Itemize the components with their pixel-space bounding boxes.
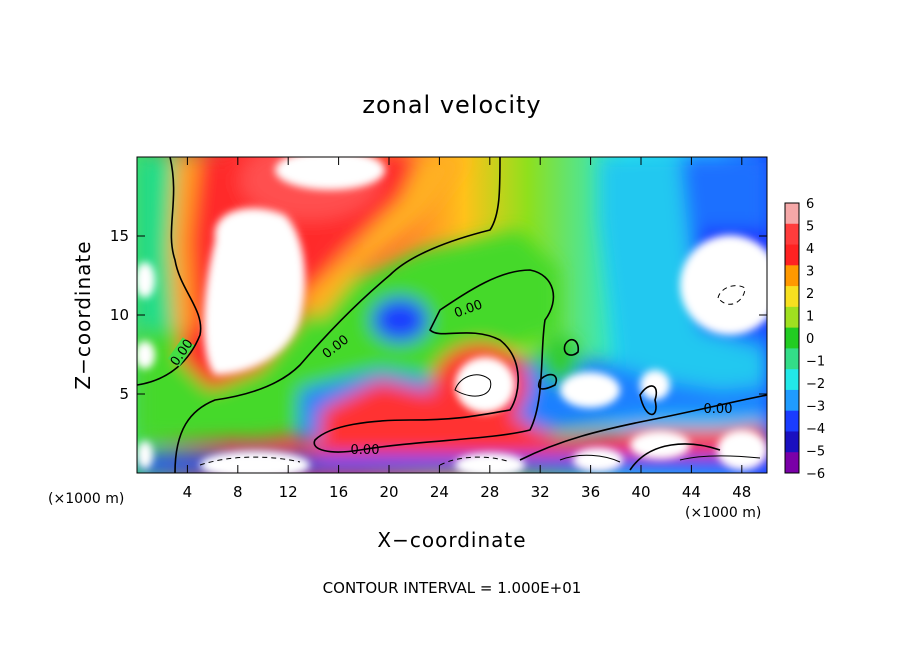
x-tick-label: 44 [682, 483, 701, 501]
contour-label: 0.00 [704, 402, 733, 417]
colorbar-label: 2 [806, 287, 814, 302]
colorbar-label: −5 [806, 445, 825, 460]
colorbar-swatch [785, 410, 799, 432]
x-tick-label: 8 [233, 483, 243, 501]
colorbar-swatch [785, 452, 799, 474]
x-unit-left: (×1000 m) [48, 491, 124, 507]
colorbar-label: −6 [806, 467, 825, 482]
y-axis-label: Z−coordinate [71, 240, 95, 389]
colorbar-label: −4 [806, 422, 825, 437]
colorbar-label: −1 [806, 355, 825, 370]
colorbar-label: 4 [806, 242, 814, 257]
colorbar-swatch [785, 244, 799, 266]
colorbar-swatch [785, 327, 799, 349]
x-tick-label: 40 [631, 483, 650, 501]
colorbar-label: −2 [806, 377, 825, 392]
colorbar-label: 0 [806, 332, 814, 347]
y-axis: 5 10 15 [110, 227, 767, 403]
x-axis-label: X−coordinate [377, 528, 526, 552]
x-unit-right: (×1000 m) [685, 505, 761, 521]
colorbar-swatch [785, 306, 799, 329]
colorbar-label: 1 [806, 310, 814, 325]
x-tick-label: 48 [732, 483, 751, 501]
x-tick-label: 12 [279, 483, 298, 501]
y-tick-label: 15 [110, 227, 129, 245]
y-tick-label: 10 [110, 306, 129, 324]
x-tick-label: 32 [531, 483, 550, 501]
colorbar-label: 5 [806, 220, 814, 235]
contour-label: 0.00 [351, 443, 380, 458]
chart-title: zonal velocity [362, 91, 541, 119]
colorbar-swatch [785, 203, 799, 225]
colorbar-swatch [785, 389, 799, 412]
x-tick-label: 16 [329, 483, 348, 501]
colorbar: 6 5 4 3 2 1 0 −1 −2 −3 −4 −5 −6 [784, 197, 825, 482]
x-tick-label: 4 [183, 483, 193, 501]
colorbar-swatch [785, 265, 799, 287]
heatmap-field [137, 157, 767, 473]
colorbar-label: 3 [806, 265, 814, 280]
y-tick-label: 5 [119, 385, 129, 403]
colorbar-label: 6 [806, 197, 814, 212]
colorbar-swatch [785, 369, 799, 391]
colorbar-swatch [785, 348, 799, 370]
colorbar-frame [784, 202, 800, 474]
x-tick-label: 24 [430, 483, 449, 501]
x-tick-label: 36 [581, 483, 600, 501]
colorbar-swatch [785, 431, 799, 453]
colorbar-label: −3 [806, 400, 825, 415]
x-axis: 4 8 12 16 20 24 28 32 36 40 44 48 [183, 157, 751, 501]
colorbar-swatch [785, 223, 799, 246]
colorbar-swatch [785, 286, 799, 308]
contour-interval-note: CONTOUR INTERVAL = 1.000E+01 [323, 579, 582, 597]
x-tick-label: 28 [480, 483, 499, 501]
x-tick-label: 20 [379, 483, 398, 501]
